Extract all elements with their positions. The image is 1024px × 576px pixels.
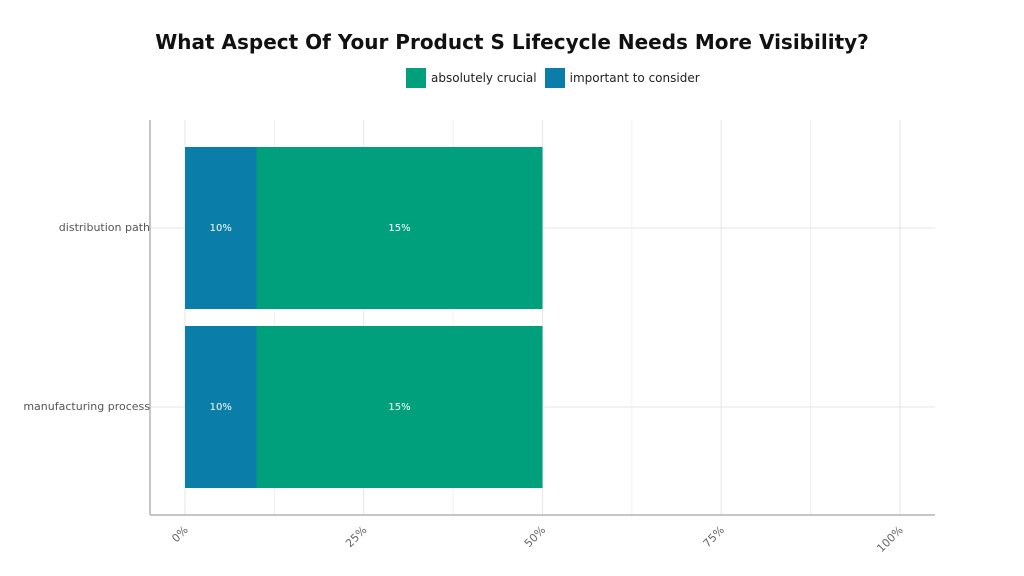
legend-item-absolutely-crucial: absolutely crucial [406, 68, 537, 88]
legend-swatch-important-to-consider [544, 68, 565, 88]
data-label: 10% [210, 223, 232, 234]
x-tick-label: 100% [874, 524, 905, 555]
chart-title: What Aspect Of Your Product S Lifecycle … [155, 30, 869, 54]
legend-label-important-to-consider: important to consider [569, 71, 700, 85]
data-label: 15% [388, 402, 410, 413]
x-tick-label: 25% [343, 524, 369, 550]
y-tick-label: distribution path [59, 221, 150, 234]
x-tick-label: 75% [701, 524, 727, 550]
legend-swatch-absolutely-crucial [406, 68, 426, 88]
x-tick-label: 50% [522, 524, 548, 550]
data-label: 15% [388, 223, 410, 234]
bar-absolutely-crucial-distribution-path [256, 147, 543, 309]
bar-absolutely-crucial-manufacturing-process [256, 326, 543, 488]
bar-important-to-consider-manufacturing-process [185, 326, 257, 488]
legend-item-important-to-consider: important to consider [544, 68, 700, 88]
x-tick-label: 0% [169, 524, 191, 546]
legend-label-absolutely-crucial: absolutely crucial [431, 71, 537, 85]
data-label: 10% [210, 402, 232, 413]
y-tick-label: manufacturing process [23, 400, 150, 413]
bar-important-to-consider-distribution-path [185, 147, 257, 309]
legend: absolutely crucial important to consider [406, 68, 708, 88]
